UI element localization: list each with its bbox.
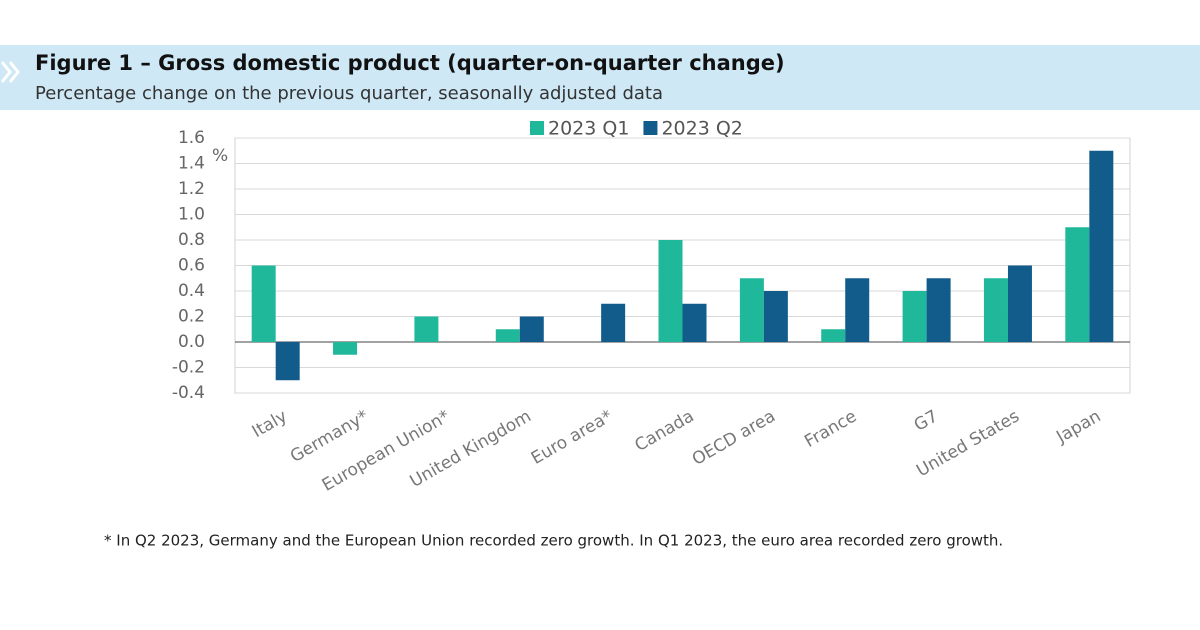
bar xyxy=(821,329,846,342)
x-tick-label: G7 xyxy=(911,406,942,435)
legend-label: 2023 Q2 xyxy=(661,118,742,140)
bar xyxy=(1065,227,1090,342)
y-tick-label: 0.4 xyxy=(178,281,205,301)
y-tick-label: 0.6 xyxy=(178,256,205,276)
bar xyxy=(658,240,683,342)
y-tick-label: 1.2 xyxy=(178,179,205,199)
bar xyxy=(601,303,626,342)
chart-subtitle: Percentage change on the previous quarte… xyxy=(35,83,663,104)
legend-swatch xyxy=(530,121,544,135)
y-tick-label: 1.6 xyxy=(178,128,205,148)
x-tick-label: Canada xyxy=(631,406,697,456)
x-tick-label: France xyxy=(801,406,860,452)
x-tick-label: Italy xyxy=(249,406,291,442)
legend-swatch xyxy=(643,121,658,135)
chart-title: Figure 1 – Gross domestic product (quart… xyxy=(35,51,785,75)
y-tick-label: 1.4 xyxy=(178,154,205,174)
bar xyxy=(739,278,764,342)
bar xyxy=(1089,150,1114,342)
bar xyxy=(902,291,927,342)
bar xyxy=(251,265,276,342)
legend-label: 2023 Q1 xyxy=(548,118,629,140)
y-axis-label: % xyxy=(212,146,228,166)
bar xyxy=(519,316,544,342)
bar xyxy=(682,303,707,342)
footnote: * In Q2 2023, Germany and the European U… xyxy=(104,532,1003,550)
bar xyxy=(1007,265,1032,342)
y-tick-label: 0.8 xyxy=(178,230,205,250)
y-tick-label: 0.0 xyxy=(178,332,205,352)
bar xyxy=(983,278,1008,342)
x-tick-label: Euro area* xyxy=(528,406,616,469)
y-tick-label: -0.4 xyxy=(172,383,205,403)
header-band xyxy=(0,45,1200,110)
bar xyxy=(845,278,870,342)
x-tick-label: OECD area xyxy=(689,406,779,470)
bar xyxy=(495,329,520,342)
y-tick-label: 0.2 xyxy=(178,307,205,327)
header-icon xyxy=(0,61,20,83)
x-tick-label: Japan xyxy=(1052,406,1104,448)
y-tick-label: -0.2 xyxy=(172,358,205,378)
bar xyxy=(275,342,300,381)
bar xyxy=(763,291,788,342)
bar xyxy=(926,278,951,342)
bar xyxy=(333,342,358,355)
bar xyxy=(414,316,439,342)
y-tick-label: 1.0 xyxy=(178,205,205,225)
